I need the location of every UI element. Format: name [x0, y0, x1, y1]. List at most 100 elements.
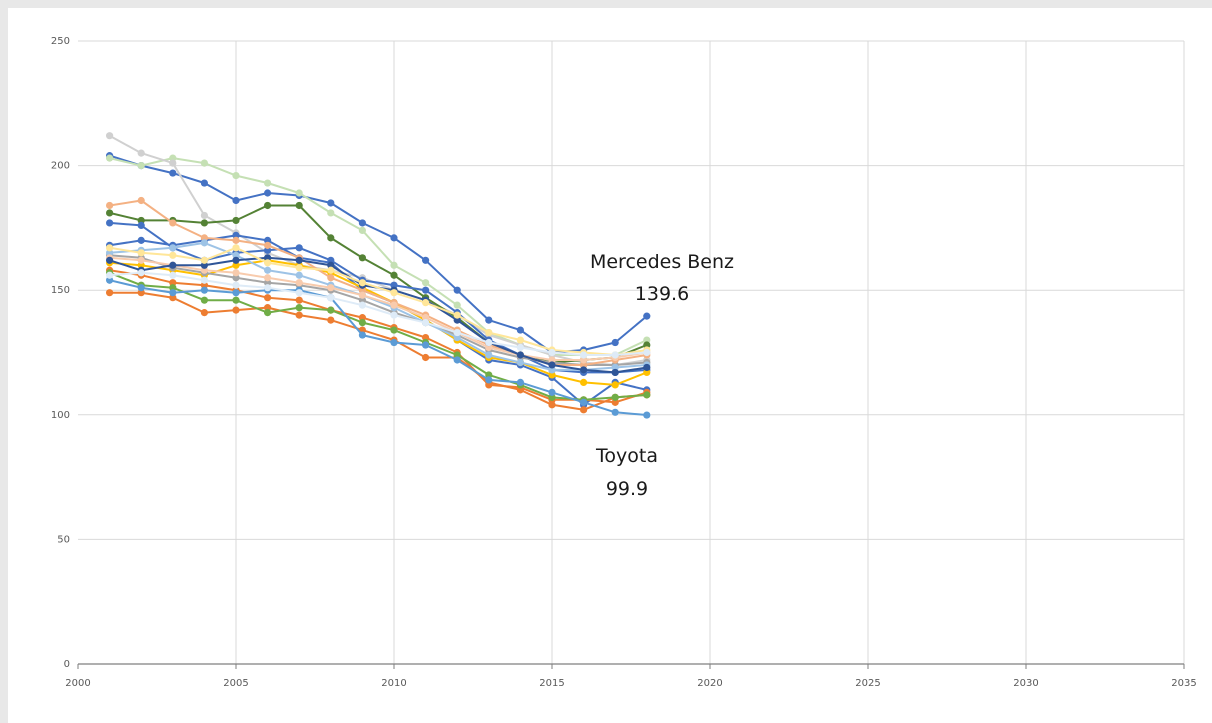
data-point — [390, 311, 398, 319]
series-12 — [106, 269, 651, 404]
data-point — [295, 256, 303, 264]
data-point — [327, 284, 335, 292]
data-point — [643, 411, 651, 419]
data-point — [232, 251, 240, 259]
data-point — [200, 211, 208, 220]
data-point — [264, 266, 272, 274]
data-point — [611, 398, 619, 406]
data-point — [422, 318, 430, 327]
data-point — [106, 201, 114, 210]
data-point — [422, 333, 430, 342]
data-point — [358, 226, 366, 234]
data-point — [548, 356, 556, 364]
data-point — [358, 254, 366, 262]
data-point — [264, 259, 272, 267]
data-point — [422, 256, 430, 264]
data-point — [232, 289, 240, 297]
data-point — [453, 316, 461, 324]
data-point — [516, 378, 524, 387]
data-point — [169, 284, 177, 292]
data-point — [390, 261, 398, 269]
series-18 — [106, 269, 651, 359]
data-point — [580, 366, 588, 374]
data-point — [200, 266, 208, 274]
data-point — [485, 376, 493, 384]
data-point — [516, 336, 524, 344]
data-point — [137, 256, 145, 264]
data-point — [200, 286, 208, 294]
data-point — [295, 304, 303, 312]
data-point — [232, 236, 240, 244]
data-point — [422, 353, 430, 362]
data-point — [169, 261, 177, 269]
annotation-mercedes-label: Mercedes Benz — [590, 251, 734, 273]
data-point — [611, 363, 619, 372]
series-2 — [106, 154, 651, 359]
data-point — [327, 306, 335, 314]
x-tick-label: 2020 — [697, 678, 722, 689]
series-line — [109, 246, 647, 356]
data-point — [200, 296, 208, 304]
series-line — [109, 271, 647, 401]
x-tick-label: 2025 — [855, 678, 880, 689]
series-line — [109, 291, 647, 411]
data-point — [169, 251, 177, 259]
data-point — [643, 348, 651, 357]
data-point — [200, 256, 208, 264]
data-point — [295, 271, 303, 279]
data-point — [580, 398, 588, 406]
y-tick-label: 100 — [51, 410, 70, 421]
data-point — [106, 219, 114, 227]
data-point — [485, 338, 493, 347]
data-point — [232, 306, 240, 314]
data-point — [232, 261, 240, 269]
data-point — [264, 294, 272, 302]
annotation-toyota-value: 99.9 — [606, 478, 648, 500]
annotation-toyota-label: Toyota — [595, 445, 658, 467]
series-3 — [106, 132, 651, 369]
data-point — [390, 281, 398, 289]
data-point — [264, 236, 272, 244]
data-point — [611, 338, 619, 347]
data-point — [327, 261, 335, 269]
data-point — [485, 316, 493, 324]
chart-area: 0 50 100 150 200 250 2000 2005 2010 2015 2020 2025 2… — [8, 8, 1212, 723]
data-point — [327, 266, 335, 274]
data-point — [548, 393, 556, 401]
data-point — [295, 311, 303, 319]
data-point — [264, 179, 272, 187]
data-point — [137, 149, 145, 157]
x-tick-label: 2030 — [1013, 678, 1038, 689]
data-point — [295, 296, 303, 304]
x-tick-label: 2010 — [381, 678, 406, 689]
data-point — [453, 333, 461, 342]
data-point — [327, 316, 335, 324]
data-point — [390, 289, 398, 297]
data-point — [643, 341, 651, 349]
data-point — [390, 326, 398, 334]
data-point — [169, 154, 177, 162]
series-line — [109, 254, 647, 366]
data-point — [453, 351, 461, 359]
data-point — [106, 132, 114, 140]
data-point — [327, 209, 335, 217]
data-point — [548, 401, 556, 409]
data-point — [580, 356, 588, 364]
data-point — [200, 179, 208, 187]
data-point — [295, 279, 303, 287]
data-point — [295, 289, 303, 297]
data-point — [106, 209, 114, 217]
data-point — [200, 234, 208, 242]
data-point — [169, 244, 177, 252]
data-point — [200, 239, 208, 247]
data-point — [137, 216, 145, 225]
y-tick-label: 0 — [64, 659, 70, 670]
data-point — [264, 274, 272, 282]
data-point — [643, 363, 651, 372]
data-point — [295, 189, 303, 197]
series-line — [109, 271, 647, 356]
data-point — [137, 284, 145, 292]
x-tick-label: 2000 — [65, 678, 90, 689]
data-point — [264, 279, 272, 287]
series-line — [109, 234, 648, 406]
